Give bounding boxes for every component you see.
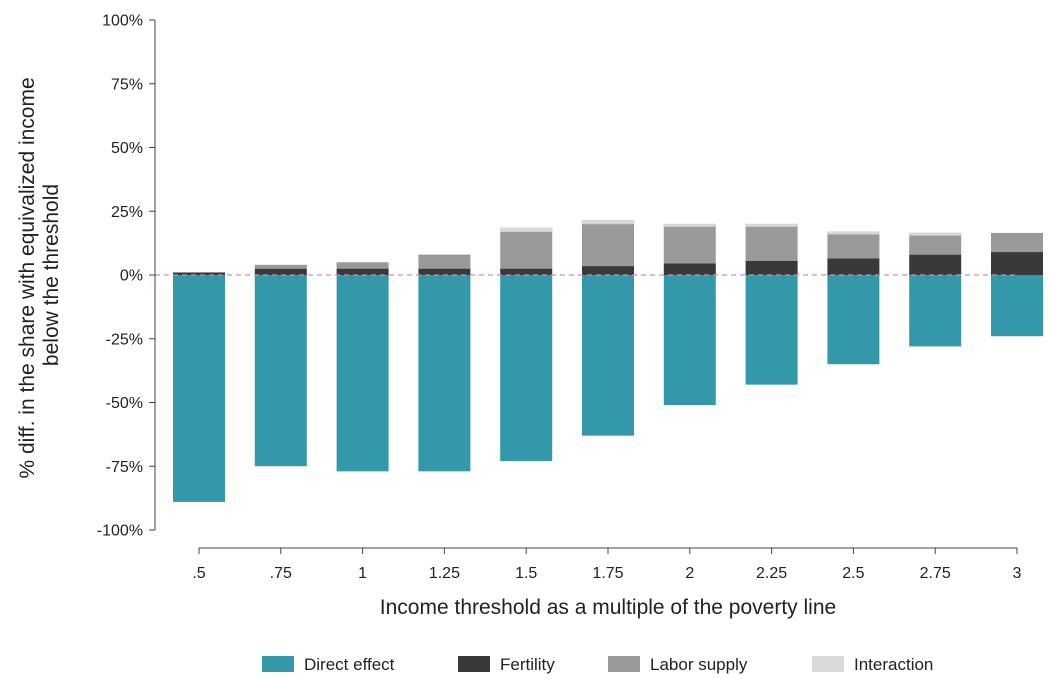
x-tick-label-0: .5	[192, 565, 205, 582]
y-tick-label-0: 100%	[102, 13, 143, 30]
bar-fertility-5	[582, 266, 634, 275]
legend-swatch-fertility	[458, 656, 490, 672]
bar-direct-effect-4	[500, 275, 553, 462]
x-axis-title: Income threshold as a multiple of the po…	[380, 596, 836, 619]
y-axis-title-line-2: below the threshold	[40, 184, 63, 366]
y-tick-label-1: 75%	[111, 76, 143, 93]
x-axis-ticks: .5 .75 1 1.25 1.5 1.75 2 2.25 2.5 2.75 3	[192, 548, 1022, 582]
bar-direct-effect-0	[173, 275, 225, 502]
x-tick-label-6: 2	[685, 565, 694, 582]
x-tick-label-4: 1.5	[515, 565, 537, 582]
bar-fertility-10	[991, 252, 1043, 275]
bar-interaction-7	[745, 223, 798, 227]
bar-labor-supply-10	[991, 232, 1043, 253]
y-tick-label-5: -25%	[106, 331, 143, 348]
bar-labor-supply-4	[500, 231, 553, 269]
bar-interaction-8	[827, 231, 880, 235]
bar-labor-supply-3	[418, 254, 471, 269]
bar-fertility-3	[418, 268, 471, 276]
bar-fertility-6	[663, 263, 716, 275]
bar-interaction-9	[908, 232, 962, 236]
bar-direct-effect-1	[254, 275, 307, 467]
bar-interaction-5	[581, 219, 635, 225]
x-tick-label-8: 2.5	[842, 565, 864, 582]
legend-swatch-interaction	[812, 656, 844, 672]
bar-direct-effect-10	[991, 275, 1043, 337]
bar-labor-supply-9	[909, 235, 962, 255]
y-tick-label-8: -100%	[97, 523, 143, 540]
bar-fertility-2	[336, 268, 389, 276]
x-tick-label-7: 2.25	[756, 565, 787, 582]
legend-label-fertility: Fertility	[500, 655, 555, 674]
bar-direct-effect-6	[663, 275, 716, 406]
y-tick-label-6: -50%	[106, 395, 143, 412]
y-axis-ticks: 100% 75% 50% 25% 0% -25% -50% -75% -100%	[97, 13, 155, 540]
legend-label-interaction: Interaction	[854, 655, 933, 674]
bar-direct-effect-7	[745, 275, 798, 385]
bar-direct-effect-2	[336, 275, 389, 472]
y-tick-label-3: 25%	[111, 204, 143, 221]
legend-label-labor-supply: Labor supply	[650, 655, 748, 674]
x-tick-label-5: 1.75	[592, 565, 623, 582]
bars-layer	[173, 219, 1043, 502]
x-tick-label-2: 1	[358, 565, 367, 582]
x-tick-label-10: 3	[1013, 565, 1022, 582]
y-axis-title: % diff. in the share with equivalized in…	[16, 71, 63, 478]
y-axis-title-line-1: % diff. in the share with equivalized in…	[16, 77, 39, 478]
y-tick-label-7: -75%	[106, 459, 143, 476]
legend-swatch-direct-effect	[262, 656, 294, 672]
bar-labor-supply-2	[336, 262, 389, 269]
bar-direct-effect-3	[418, 275, 471, 472]
bar-fertility-1	[254, 268, 307, 276]
legend-swatch-labor-supply	[608, 656, 640, 672]
y-tick-label-4: 0%	[120, 268, 143, 285]
bar-labor-supply-8	[827, 234, 880, 259]
bar-fertility-9	[909, 254, 962, 275]
legend-label-direct-effect: Direct effect	[304, 655, 395, 674]
bar-direct-effect-8	[827, 275, 880, 365]
bar-fertility-0	[173, 272, 225, 275]
x-tick-label-1: .75	[270, 565, 292, 582]
y-tick-label-2: 50%	[111, 140, 143, 157]
bar-labor-supply-7	[745, 226, 798, 261]
bar-interaction-6	[663, 223, 717, 227]
legend: Direct effect Fertility Labor supply Intera…	[262, 655, 933, 674]
bar-fertility-4	[500, 268, 553, 276]
bar-direct-effect-5	[582, 275, 634, 436]
bar-labor-supply-5	[582, 224, 634, 267]
bar-interaction-4	[499, 227, 553, 232]
bar-direct-effect-9	[909, 275, 962, 347]
bar-fertility-8	[827, 258, 880, 275]
bar-labor-supply-1	[254, 264, 307, 269]
x-tick-label-3: 1.25	[429, 565, 460, 582]
bar-labor-supply-6	[663, 226, 716, 264]
x-tick-label-9: 2.75	[920, 565, 951, 582]
bar-fertility-7	[745, 260, 798, 275]
